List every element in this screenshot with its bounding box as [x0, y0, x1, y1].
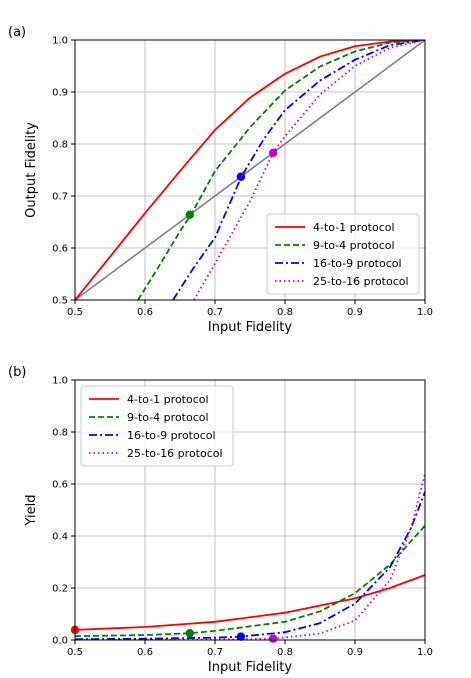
- panel-label: (b): [8, 365, 26, 380]
- chart-panel-1: (b) 0.5 0.6 0.7 0.8 0.9 1.0 0.0 0.2 0.4 0.6 0.8 1.0 I…: [8, 365, 433, 675]
- x-tick-label: 0.7: [207, 647, 223, 658]
- plot-frame: [74, 39, 426, 301]
- x-tick-label: 0.7: [207, 307, 223, 318]
- series-marker-3: [268, 148, 278, 158]
- x-tick-label: 1.0: [417, 307, 433, 318]
- plot-area: [75, 40, 425, 300]
- legend-label: 9-to-4 protocol: [127, 411, 209, 424]
- legend-label: 4-to-1 protocol: [313, 221, 395, 234]
- chart-panel-0: (a) 0.5 0.6 0.7 0.8 0.9 1.0 0.5 0.6 0.7 0.8 0.9 1.0 I…: [8, 25, 433, 335]
- x-tick-label: 0.8: [277, 647, 293, 658]
- legend-label: 25-to-16 protocol: [127, 447, 223, 460]
- x-tick-label: 0.5: [67, 647, 83, 658]
- x-tick-label: 0.5: [67, 307, 83, 318]
- legend-label: 9-to-4 protocol: [313, 239, 395, 252]
- y-axis-label: Output Fidelity: [24, 122, 39, 218]
- series-line-1: [75, 524, 425, 637]
- x-tick-label: 1.0: [417, 647, 433, 658]
- legend-label: 25-to-16 protocol: [313, 275, 409, 288]
- legend-label: 16-to-9 protocol: [127, 429, 216, 442]
- x-tick-label: 0.8: [277, 307, 293, 318]
- x-axis-label: Input Fidelity: [208, 320, 293, 335]
- y-tick-label: 0.6: [52, 480, 68, 491]
- series-marker-1: [185, 629, 194, 638]
- y-tick-label: 0.4: [52, 532, 68, 543]
- x-axis-label: Input Fidelity: [208, 660, 293, 675]
- plot-area: [75, 473, 425, 640]
- legend-label: 4-to-1 protocol: [127, 393, 209, 406]
- x-tick-label: 0.9: [347, 307, 363, 318]
- y-tick-label: 0.7: [52, 192, 68, 203]
- x-tick-label: 0.6: [137, 307, 153, 318]
- y-tick-label: 0.6: [52, 244, 68, 255]
- series-line-3: [75, 473, 425, 640]
- y-tick-label: 1.0: [52, 36, 68, 47]
- y-tick-label: 0.5: [52, 296, 68, 307]
- series-line-0: [75, 574, 425, 631]
- series-line-1: [137, 40, 425, 300]
- series-line-2: [172, 40, 425, 300]
- series-marker-2: [236, 632, 246, 641]
- y-tick-label: 0.0: [52, 636, 68, 647]
- y-tick-label: 0.9: [52, 88, 68, 99]
- legend: 4-to-1 protocol 9-to-4 protocol 16-to-9 pr…: [80, 385, 234, 467]
- series-line-0: [75, 40, 425, 300]
- series-line-2: [75, 491, 425, 640]
- legend: 4-to-1 protocol 9-to-4 protocol 16-to-9 pr…: [266, 213, 420, 295]
- legend-box: [80, 385, 234, 467]
- y-axis-label: Yield: [24, 495, 39, 527]
- y-tick-label: 0.8: [52, 428, 68, 439]
- panel-label: (a): [8, 25, 26, 40]
- plot-frame: [74, 379, 426, 641]
- x-tick-label: 0.9: [347, 647, 363, 658]
- y-tick-label: 1.0: [52, 376, 68, 387]
- legend-label: 16-to-9 protocol: [313, 257, 402, 270]
- legend-box: [266, 213, 420, 295]
- reference-line: [75, 40, 425, 300]
- x-tick-label: 0.6: [137, 647, 153, 658]
- series-marker-1: [185, 210, 194, 219]
- y-tick-label: 0.8: [52, 140, 68, 151]
- series-marker-2: [236, 172, 246, 181]
- series-marker-3: [268, 634, 278, 643]
- y-tick-label: 0.2: [52, 584, 68, 595]
